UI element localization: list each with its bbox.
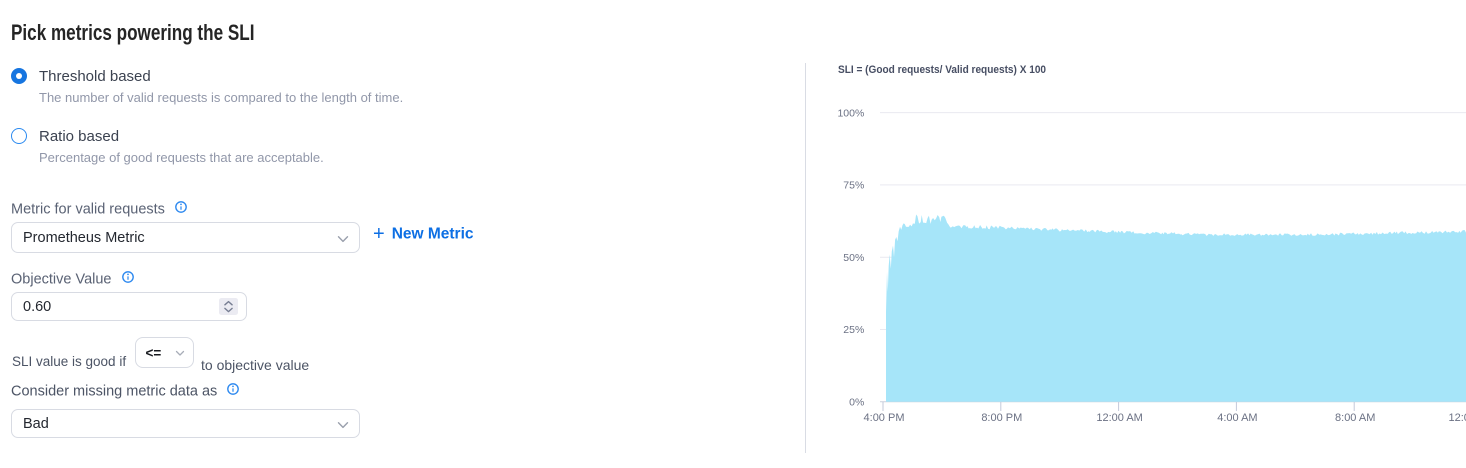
svg-text:12:00 PM: 12:00 PM [1448,412,1466,424]
svg-text:4:00 AM: 4:00 AM [1217,412,1257,424]
svg-text:8:00 AM: 8:00 AM [1335,412,1375,424]
svg-text:100%: 100% [837,107,864,119]
svg-text:0%: 0% [849,397,864,409]
svg-text:75%: 75% [843,180,864,192]
svg-text:50%: 50% [843,252,864,264]
svg-text:4:00 PM: 4:00 PM [864,412,905,424]
svg-text:25%: 25% [843,324,864,336]
svg-text:12:00 AM: 12:00 AM [1096,412,1142,424]
svg-text:8:00 PM: 8:00 PM [981,412,1022,424]
